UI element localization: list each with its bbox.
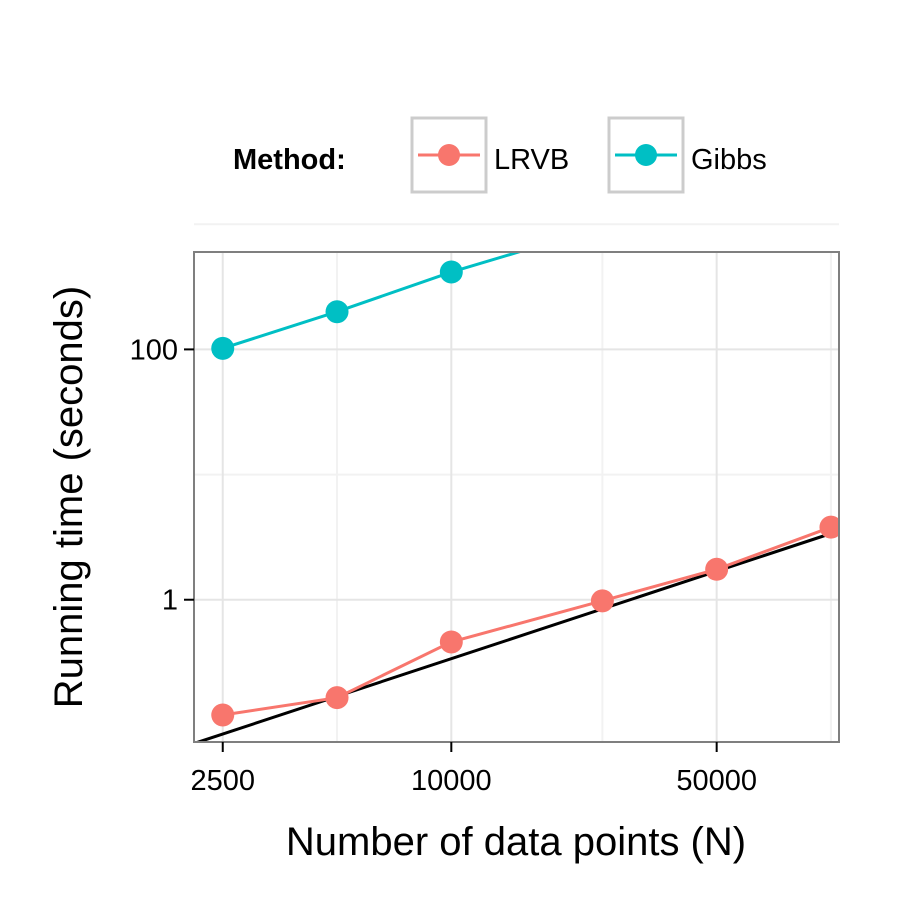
data-point-gibbs[interactable] [591,216,614,239]
x-axis: 2500 10000 50000 [190,742,757,797]
plot-panel [194,252,839,742]
data-point-lrvb[interactable] [325,686,349,710]
minor-gridlines [194,223,839,742]
legend-label-lrvb: LRVB [494,144,569,176]
y-tick-label: 100 [130,334,178,366]
data-point-lrvb[interactable] [819,515,842,539]
x-tick-label: 2500 [190,765,255,797]
legend-item-lrvb[interactable]: LRVB [410,116,569,194]
series-line-lrvb [222,525,832,717]
data-point-lrvb[interactable] [439,630,463,654]
data-point-lrvb[interactable] [211,703,235,727]
major-gridlines [194,252,839,742]
data-point-gibbs[interactable] [819,150,842,173]
legend: Method: LRVB Gibbs [233,116,767,194]
legend-key-marker [438,144,460,166]
x-tick-label: 10000 [411,765,492,797]
plot-border [193,251,840,743]
data-point-gibbs[interactable] [325,300,349,324]
x-axis-title: Number of data points (N) [286,820,746,864]
series-line-gibbs [222,252,524,350]
y-axis: 1 100 [130,334,194,617]
reference-line [194,529,839,742]
series-layer [211,150,842,727]
legend-item-gibbs[interactable]: Gibbs [607,116,767,194]
y-axis-title: Running time (seconds) [47,286,91,708]
data-point-lrvb[interactable] [705,557,729,581]
x-tick-label: 50000 [676,765,757,797]
legend-key-marker [635,144,657,166]
data-point-gibbs[interactable] [439,260,463,284]
y-tick-label: 1 [162,585,178,617]
data-point-lrvb[interactable] [590,589,614,613]
data-point-gibbs[interactable] [705,179,728,202]
data-point-gibbs[interactable] [211,336,235,360]
legend-title: Method: [233,144,346,176]
legend-label-gibbs: Gibbs [691,144,767,176]
